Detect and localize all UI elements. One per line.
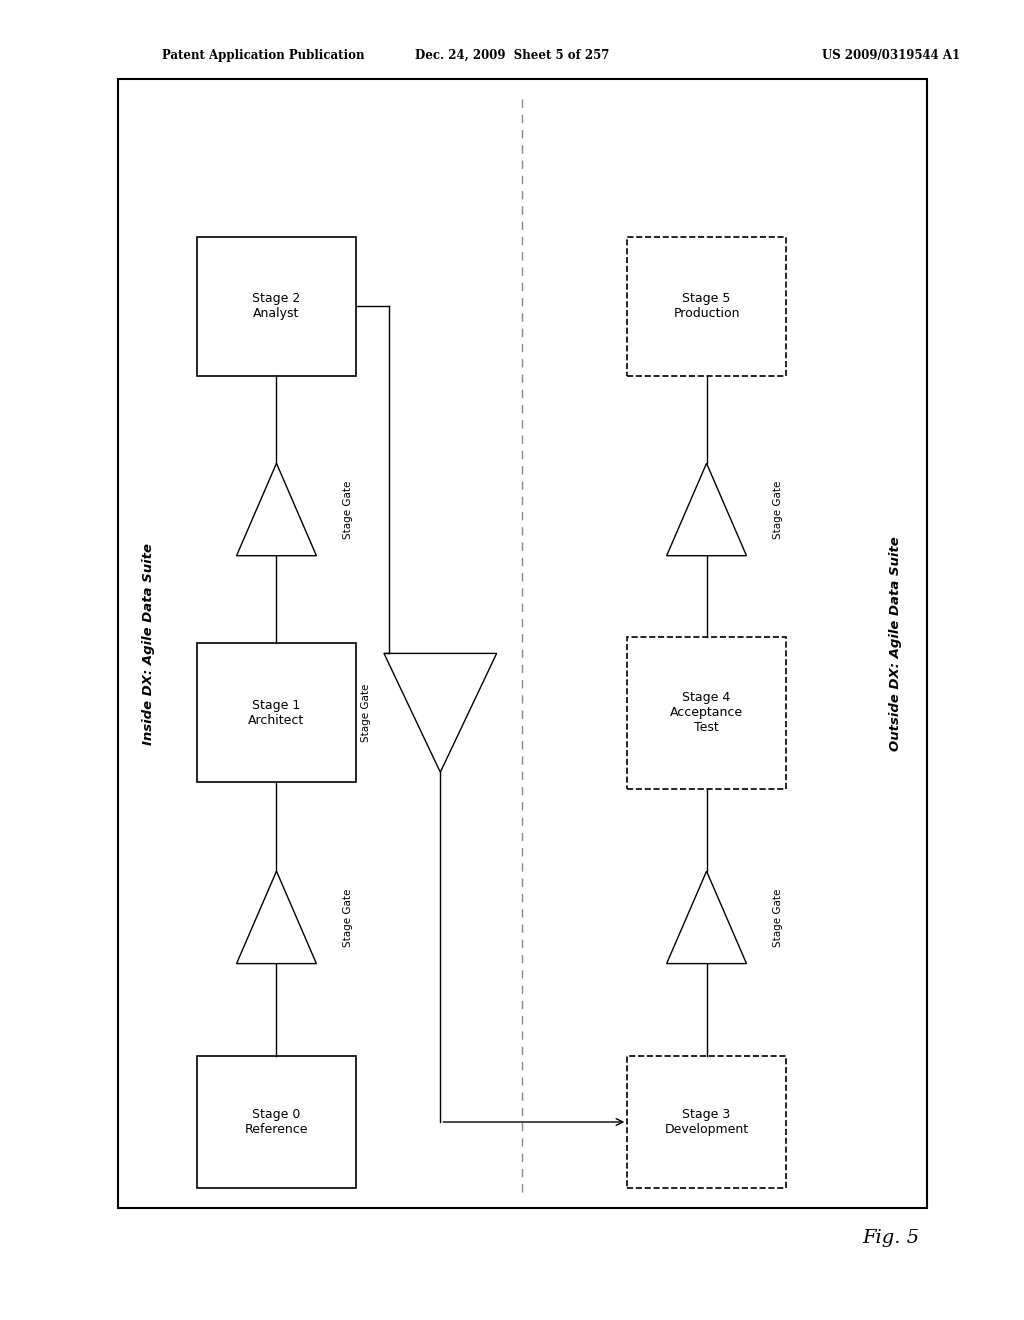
- Text: US 2009/0319544 A1: US 2009/0319544 A1: [822, 49, 959, 62]
- Text: Dec. 24, 2009  Sheet 5 of 257: Dec. 24, 2009 Sheet 5 of 257: [415, 49, 609, 62]
- Text: Stage Gate: Stage Gate: [773, 480, 783, 539]
- Text: Stage Gate: Stage Gate: [343, 888, 353, 946]
- Text: Stage 3
Development: Stage 3 Development: [665, 1107, 749, 1137]
- Bar: [627, 1056, 786, 1188]
- Text: Stage 0
Reference: Stage 0 Reference: [245, 1107, 308, 1137]
- Text: Stage 1
Architect: Stage 1 Architect: [249, 698, 304, 727]
- Text: Stage Gate: Stage Gate: [343, 480, 353, 539]
- Polygon shape: [237, 871, 316, 964]
- Text: Outside DX: Agile Data Suite: Outside DX: Agile Data Suite: [890, 536, 902, 751]
- Bar: [197, 643, 356, 781]
- Text: Stage 5
Production: Stage 5 Production: [674, 292, 739, 321]
- Bar: [627, 636, 786, 788]
- Bar: [197, 1056, 356, 1188]
- Bar: [627, 238, 786, 375]
- Text: Patent Application Publication: Patent Application Publication: [162, 49, 365, 62]
- Text: Stage 2
Analyst: Stage 2 Analyst: [252, 292, 301, 321]
- Polygon shape: [667, 463, 746, 556]
- Polygon shape: [667, 871, 746, 964]
- Bar: [118, 79, 927, 1208]
- Text: Inside DX: Agile Data Suite: Inside DX: Agile Data Suite: [142, 543, 155, 744]
- Text: Stage Gate: Stage Gate: [773, 888, 783, 946]
- Text: Fig. 5: Fig. 5: [862, 1229, 920, 1247]
- Polygon shape: [237, 463, 316, 556]
- Text: Stage Gate: Stage Gate: [360, 684, 371, 742]
- Text: Stage 4
Acceptance
Test: Stage 4 Acceptance Test: [670, 692, 743, 734]
- Bar: [197, 238, 356, 375]
- Polygon shape: [384, 653, 497, 772]
